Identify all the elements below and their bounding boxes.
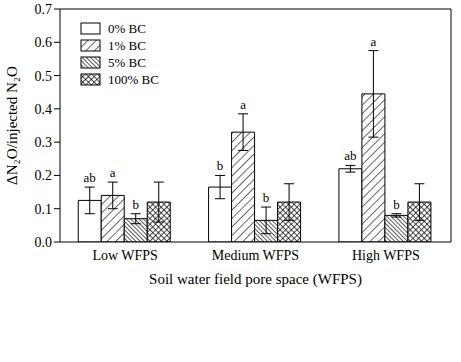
svg-text:0.5: 0.5	[35, 69, 53, 84]
svg-text:0.7: 0.7	[35, 2, 53, 17]
html-text:100% BC: 100% BC	[108, 72, 159, 87]
svg-text:0.0: 0.0	[35, 235, 53, 250]
svg-text:0.1: 0.1	[35, 202, 53, 217]
svg-text:High WFPS: High WFPS	[352, 248, 420, 263]
html-text:0% BC: 0% BC	[108, 21, 146, 36]
svg-text:ab: ab	[84, 170, 96, 185]
svg-text:Soil water field pore space (W: Soil water field pore space (WFPS)	[149, 271, 362, 288]
svg-text:b: b	[132, 197, 139, 212]
svg-text:0.3: 0.3	[35, 135, 53, 150]
svg-text:b: b	[393, 197, 400, 212]
svg-text:b: b	[263, 190, 270, 205]
svg-text:Medium WFPS: Medium WFPS	[212, 248, 299, 263]
svg-text:ΔN₂O/injected N₂O: ΔN₂O/injected N₂O	[8, 66, 20, 185]
svg-text:0.4: 0.4	[35, 102, 53, 117]
svg-text:a: a	[371, 34, 377, 49]
svg-text:b: b	[217, 158, 224, 173]
svg-text:Low WFPS: Low WFPS	[92, 248, 157, 263]
svg-text:ab: ab	[344, 148, 356, 163]
svg-text:a: a	[110, 165, 116, 180]
html-text:5% BC: 5% BC	[108, 55, 146, 70]
svg-text:0.6: 0.6	[35, 35, 53, 50]
svg-text:a: a	[240, 97, 246, 112]
html-text:1% BC: 1% BC	[108, 38, 146, 53]
svg-text:0.2: 0.2	[35, 168, 53, 183]
